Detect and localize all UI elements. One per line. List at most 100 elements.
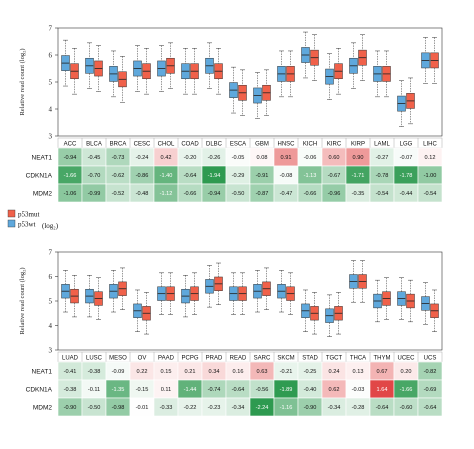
cell-value: -0.29 <box>232 173 245 179</box>
cell-value: 0.34 <box>209 369 220 375</box>
cell-value: -0.56 <box>256 387 269 393</box>
cell-value: -0.23 <box>208 405 221 411</box>
category-label: UCEC <box>397 356 415 362</box>
cell-value: -0.90 <box>304 405 317 411</box>
cell-value: -2.24 <box>256 405 269 411</box>
cell-value: 0.16 <box>233 369 244 375</box>
cell-value: -0.69 <box>424 387 437 393</box>
cell-value: -0.06 <box>304 155 317 161</box>
cell-value: -0.15 <box>136 387 149 393</box>
cell-value: -0.26 <box>208 155 221 161</box>
cell-value: -0.62 <box>112 173 125 179</box>
cell-value: -0.74 <box>208 387 221 393</box>
cell-value: 0.08 <box>257 155 268 161</box>
cell-value: -0.91 <box>256 173 269 179</box>
legend: p53mut p53wt (log₂) <box>7 209 59 230</box>
cell-value: -1.16 <box>280 405 293 411</box>
cell-value: -0.87 <box>256 191 269 197</box>
cell-value: -0.45 <box>88 155 101 161</box>
cell-value: -1.94 <box>208 173 221 179</box>
cell-value: 0.11 <box>161 387 171 393</box>
category-label: READ <box>230 356 247 362</box>
row-label-MDM2: MDM2 <box>33 405 53 412</box>
cell-value: -0.38 <box>88 369 101 375</box>
cell-value: -0.47 <box>280 191 293 197</box>
cell-value: 0.22 <box>137 369 148 375</box>
cell-value: -0.90 <box>64 405 77 411</box>
cell-value: -1.78 <box>400 173 413 179</box>
category-label: MESO <box>109 356 127 362</box>
category-label: PRAD <box>206 356 223 362</box>
cell-value: -0.64 <box>424 405 437 411</box>
cell-value: 0.15 <box>161 369 172 375</box>
category-label: KIRP <box>351 142 365 148</box>
cell-value: -1.71 <box>352 173 365 179</box>
cell-value: -0.50 <box>88 405 101 411</box>
category-label: LUSC <box>86 356 103 362</box>
cell-value: 0.20 <box>401 369 412 375</box>
cell-value: -0.66 <box>184 191 197 197</box>
y-axis-label: Relative read count (log₂) <box>19 48 26 115</box>
cell-value: -0.94 <box>208 191 221 197</box>
cell-value: -0.41 <box>64 369 77 375</box>
cell-value: -0.78 <box>376 173 389 179</box>
category-label: DLBC <box>206 142 223 148</box>
cell-value: -0.03 <box>352 387 365 393</box>
cell-value: -1.44 <box>184 387 197 393</box>
cell-value: -0.35 <box>352 191 365 197</box>
cell-value: -0.33 <box>160 405 173 411</box>
cell-value: 0.62 <box>329 387 340 393</box>
cell-value: 0.21 <box>185 369 196 375</box>
category-label: KIRC <box>327 142 342 148</box>
cell-value: 0.60 <box>329 155 340 161</box>
category-label: LUAD <box>62 356 79 362</box>
category-label: SARC <box>254 356 271 362</box>
y-tick-label: 3 <box>49 133 53 141</box>
cell-MDM2-LIHC <box>417 183 443 203</box>
y-tick-label: 5 <box>49 79 53 87</box>
cell-value: -0.07 <box>400 155 413 161</box>
cell-value: -0.64 <box>232 387 245 393</box>
cell-value: -0.05 <box>232 155 245 161</box>
cell-value: 0.63 <box>257 369 268 375</box>
cell-value: 1.64 <box>377 387 388 393</box>
category-label: KICH <box>303 142 317 148</box>
cell-value: 0.67 <box>377 369 388 375</box>
y-axis-label: Relative read count (log₂) <box>19 267 26 334</box>
cell-value: -0.64 <box>376 405 389 411</box>
cell-value: -0.44 <box>400 191 413 197</box>
plot-frame <box>57 27 443 137</box>
category-label: TGCT <box>326 356 343 362</box>
category-label: THYM <box>374 356 391 362</box>
cell-value: -0.01 <box>136 405 149 411</box>
cell-value: -1.12 <box>160 191 173 197</box>
cell-value: -0.73 <box>112 155 125 161</box>
cell-value: -1.66 <box>64 173 77 179</box>
legend-wt-label: p53wt <box>18 221 36 229</box>
cell-value: -1.06 <box>64 191 77 197</box>
cell-value: -0.94 <box>64 155 77 161</box>
category-label: THCA <box>350 356 366 362</box>
category-label: CESC <box>134 142 151 148</box>
cell-value: -0.08 <box>280 173 293 179</box>
cell-value: -0.25 <box>304 369 317 375</box>
cell-value: -0.67 <box>328 173 341 179</box>
category-label: PCPG <box>181 356 198 362</box>
category-label: BRCA <box>110 142 127 148</box>
y-tick-label: 7 <box>49 249 53 257</box>
category-label: ESCA <box>230 142 246 148</box>
bottom-panel: 3 4 5 6 7 Relative read count (log₂) LUAD LUSC M… <box>19 249 443 417</box>
cell-value: -0.22 <box>184 405 197 411</box>
legend-mut-swatch <box>7 209 16 218</box>
cell-value: -0.54 <box>424 191 437 197</box>
row-label-CDKN1A: CDKN1A <box>26 387 53 394</box>
category-label: LAML <box>374 142 390 148</box>
y-tick-label: 5 <box>49 298 53 306</box>
cell-value: 0.91 <box>281 155 292 161</box>
cell-value: -1.40 <box>160 173 173 179</box>
cell-value: -0.50 <box>232 191 245 197</box>
category-label: SKCM <box>277 356 294 362</box>
y-tick-label: 4 <box>49 106 53 114</box>
cell-value: -0.40 <box>304 387 317 393</box>
category-label: UCS <box>424 356 437 362</box>
